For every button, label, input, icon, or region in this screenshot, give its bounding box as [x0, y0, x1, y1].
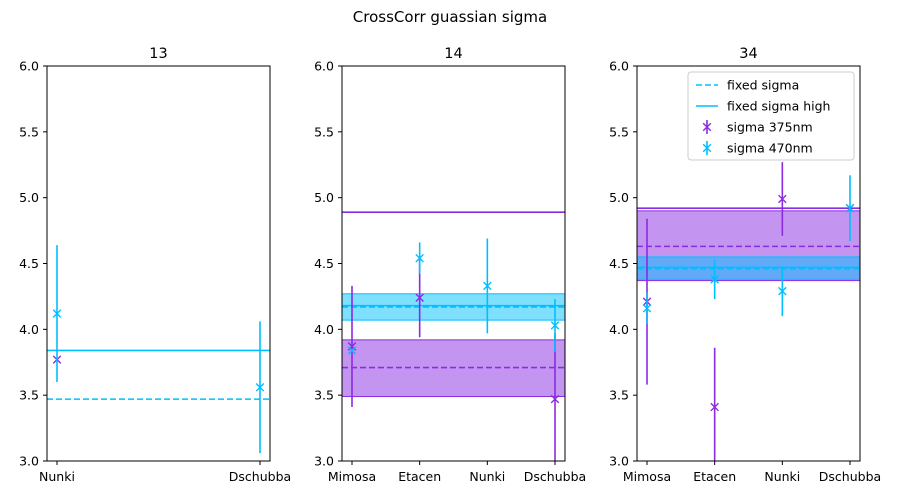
y-tick-label: 5.0	[19, 190, 39, 205]
y-tick-label: 3.5	[314, 388, 334, 403]
data-point-marker	[845, 203, 855, 213]
y-tick-label: 5.5	[19, 124, 39, 139]
y-tick-label: 5.0	[314, 190, 334, 205]
legend-label: fixed sigma high	[727, 99, 830, 114]
panel-1: 3.0 3.5 4.0 4.5 5.0 5.5 6.0 Nunki Dschubba 13	[19, 46, 291, 484]
suptitle: CrossCorr guassian sigma	[353, 8, 547, 26]
y-tick-label: 4.0	[609, 322, 629, 337]
y-tick-label: 3.0	[19, 454, 39, 469]
x-tick-label: Nunki	[764, 469, 800, 484]
data-point-marker	[52, 309, 62, 318]
plot-area	[637, 162, 860, 461]
panel-title: 34	[739, 46, 757, 62]
y-tick-label: 4.5	[19, 256, 39, 271]
data-point-marker	[550, 394, 560, 404]
y-tick-label: 5.5	[609, 124, 629, 139]
data-point-marker	[778, 194, 787, 204]
y-tick-label: 6.0	[314, 59, 334, 74]
x-tick-label: Nunki	[39, 469, 75, 484]
data-point-marker	[415, 253, 424, 263]
x-tick-label: Mimosa	[623, 469, 671, 484]
x-tick-label: Mimosa	[328, 469, 376, 484]
y-tick-label: 3.5	[609, 388, 629, 403]
data-point-marker	[347, 342, 357, 351]
x-tick-label: Etacen	[693, 469, 736, 484]
y-tick-label: 4.0	[19, 322, 39, 337]
y-tick-label: 3.0	[314, 454, 334, 469]
y-tick-label: 6.0	[19, 59, 39, 74]
data-point-marker	[642, 303, 652, 313]
data-point-marker	[483, 281, 492, 291]
y-tick-label: 5.0	[609, 190, 629, 205]
y-tick-label: 3.0	[609, 454, 629, 469]
panel-title: 13	[149, 46, 167, 62]
legend-box	[687, 71, 855, 161]
legend-label: fixed sigma	[727, 78, 799, 93]
x-tick-label: Dschubba	[524, 469, 586, 484]
y-tick-label: 3.5	[19, 388, 39, 403]
panel-2: 3.0 3.5 4.0 4.5 5.0 5.5 6.0 Mimosa Etacen Nunki Ds…	[314, 46, 586, 484]
x-tick-label: Dschubba	[229, 469, 291, 484]
panel-3: 3.0 3.5 4.0 4.5 5.0 5.5 6.0 Mimosa Etacen Nunki Ds…	[609, 46, 881, 484]
panel-title: 14	[444, 46, 462, 62]
y-tick-label: 4.5	[609, 256, 629, 271]
y-tick-label: 6.0	[609, 59, 629, 74]
y-tick-label: 4.0	[314, 322, 334, 337]
legend-handle-marker	[702, 122, 712, 132]
data-point-marker	[710, 402, 719, 412]
data-point-marker	[550, 321, 560, 330]
x-tick-label: Nunki	[469, 469, 505, 484]
x-tick-label: Dschubba	[819, 469, 881, 484]
y-tick-label: 4.5	[314, 256, 334, 271]
y-tick-label: 5.5	[314, 124, 334, 139]
data-point-marker	[710, 275, 719, 284]
legend: fixed sigma fixed sigma high sigma 375nm si…	[687, 71, 855, 161]
plot-area	[342, 211, 565, 461]
data-point-marker	[255, 382, 265, 392]
data-point-marker	[347, 346, 357, 355]
legend-label: sigma 470nm	[727, 141, 813, 156]
x-tick-label: Etacen	[398, 469, 441, 484]
data-point-marker	[415, 293, 424, 303]
legend-handle-marker	[702, 143, 712, 153]
legend-label: sigma 375nm	[727, 120, 813, 135]
plot-area	[47, 245, 270, 454]
data-point-marker	[778, 286, 787, 296]
